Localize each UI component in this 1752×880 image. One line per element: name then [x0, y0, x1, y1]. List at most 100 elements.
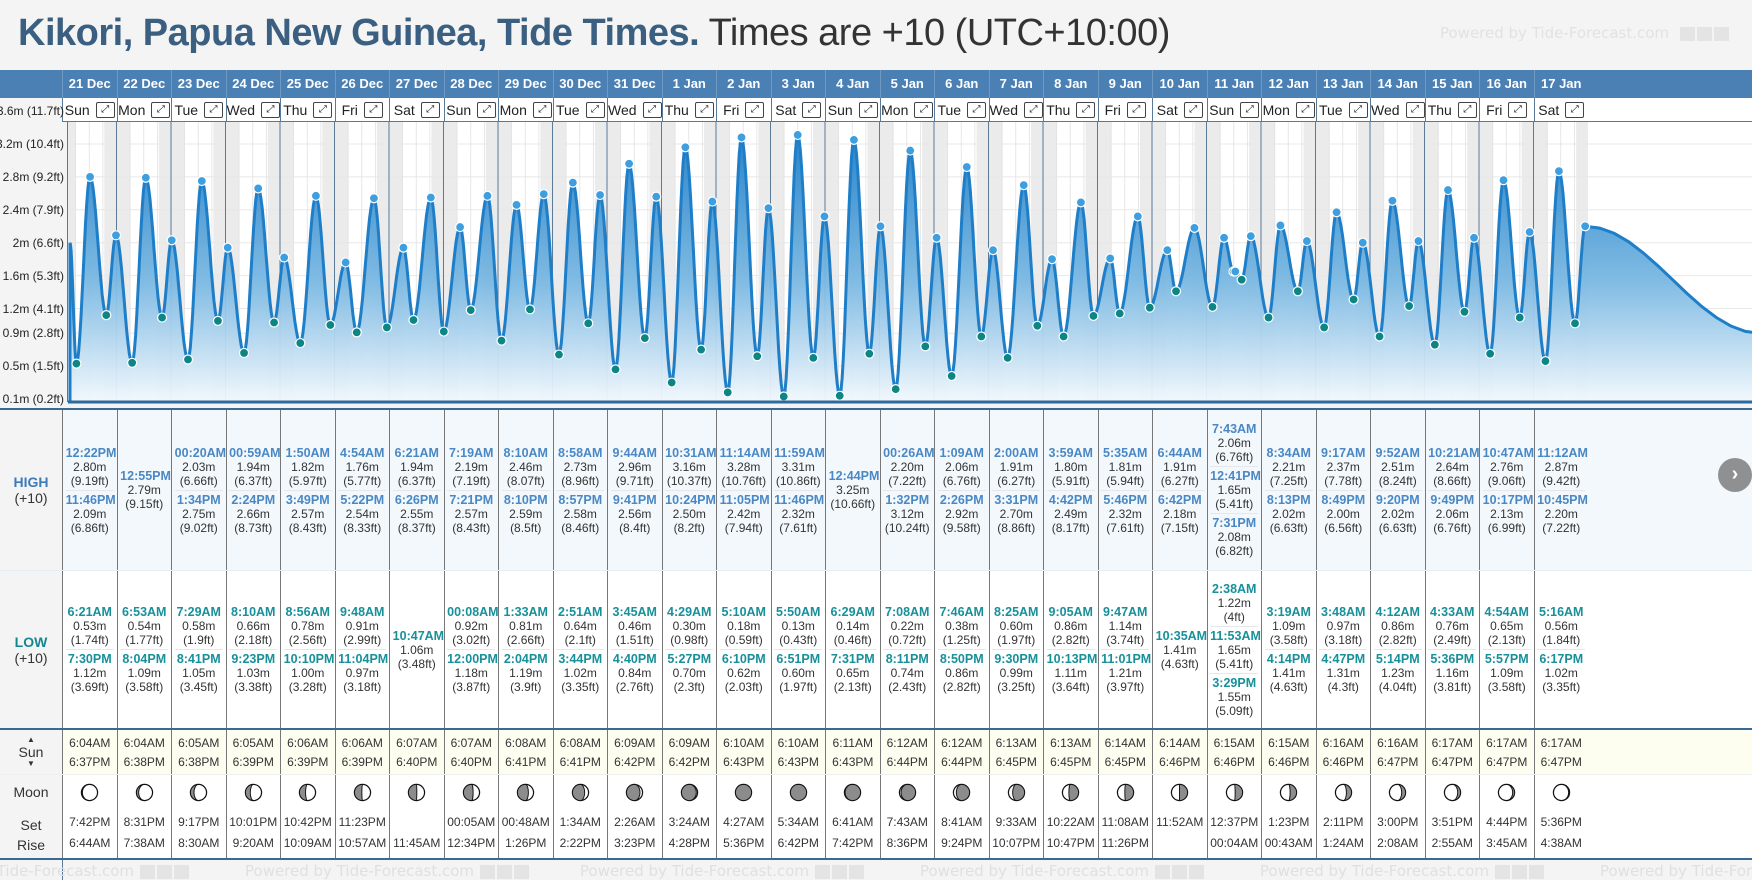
low-tide-point[interactable]	[1319, 322, 1330, 333]
expand-day-button[interactable]: ⤢	[204, 102, 224, 118]
high-tide-point[interactable]	[1524, 226, 1535, 238]
high-tide-point[interactable]	[987, 245, 999, 256]
low-tide-point[interactable]	[722, 387, 733, 398]
high-tide-point[interactable]	[1245, 231, 1256, 242]
high-tide-point[interactable]	[455, 221, 466, 233]
low-tide-point[interactable]	[295, 337, 306, 349]
high-tide-point[interactable]	[763, 203, 774, 214]
high-tide-point[interactable]	[931, 232, 942, 243]
low-tide-point[interactable]	[920, 341, 931, 352]
high-tide-point[interactable]	[398, 242, 409, 253]
expand-day-button[interactable]: ⤢	[151, 102, 171, 118]
high-tide-point[interactable]	[875, 221, 886, 232]
low-tide-point[interactable]	[610, 364, 621, 375]
high-tide-point[interactable]	[368, 193, 380, 204]
high-tide-point[interactable]	[961, 161, 972, 173]
expand-day-button[interactable]: ⤢	[745, 102, 765, 118]
low-tide-point[interactable]	[465, 305, 476, 316]
high-tide-point[interactable]	[511, 199, 522, 210]
low-tide-point[interactable]	[946, 370, 957, 382]
high-tide-point[interactable]	[166, 235, 177, 246]
expand-day-button[interactable]: ⤢	[802, 102, 822, 118]
expand-day-button[interactable]: ⤢	[694, 102, 714, 118]
low-tide-point[interactable]	[1114, 308, 1125, 319]
low-tide-point[interactable]	[808, 352, 819, 363]
high-tide-point[interactable]	[848, 134, 860, 145]
high-tide-point[interactable]	[340, 257, 351, 268]
high-tide-point[interactable]	[279, 252, 290, 263]
expand-day-button[interactable]: ⤢	[477, 102, 497, 118]
low-tide-point[interactable]	[1058, 331, 1069, 342]
expand-day-button[interactable]: ⤢	[532, 102, 552, 118]
expand-day-button[interactable]: ⤢	[1405, 102, 1425, 118]
high-tide-point[interactable]	[1075, 197, 1087, 208]
low-tide-point[interactable]	[666, 377, 677, 388]
high-tide-point[interactable]	[651, 191, 662, 202]
high-tide-point[interactable]	[140, 172, 151, 183]
high-tide-point[interactable]	[310, 190, 322, 201]
low-tide-point[interactable]	[1485, 348, 1496, 359]
low-tide-point[interactable]	[1236, 274, 1247, 285]
high-tide-point[interactable]	[1468, 232, 1480, 243]
low-tide-point[interactable]	[381, 322, 392, 333]
low-tide-point[interactable]	[1170, 286, 1182, 297]
high-tide-point[interactable]	[1189, 222, 1200, 234]
low-tide-point[interactable]	[976, 331, 987, 342]
high-tide-point[interactable]	[1580, 221, 1591, 232]
high-tide-point[interactable]	[1018, 180, 1029, 191]
high-tide-point[interactable]	[567, 177, 578, 188]
high-tide-point[interactable]	[624, 158, 635, 169]
low-tide-point[interactable]	[438, 326, 449, 337]
high-tide-point[interactable]	[1413, 235, 1424, 247]
low-tide-point[interactable]	[212, 315, 224, 326]
expand-day-button[interactable]: ⤢	[313, 102, 333, 118]
low-tide-point[interactable]	[834, 390, 845, 401]
low-tide-point[interactable]	[1144, 302, 1155, 313]
low-tide-point[interactable]	[583, 318, 594, 329]
low-tide-point[interactable]	[1207, 301, 1218, 312]
high-tide-point[interactable]	[110, 230, 122, 241]
expand-day-button[interactable]: ⤢	[1457, 102, 1477, 118]
high-tide-point[interactable]	[196, 175, 207, 187]
high-tide-point[interactable]	[482, 190, 493, 201]
high-tide-point[interactable]	[538, 189, 549, 200]
high-tide-point[interactable]	[1442, 184, 1454, 196]
high-tide-point[interactable]	[253, 183, 264, 194]
high-tide-point[interactable]	[1387, 195, 1398, 206]
expand-day-button[interactable]: ⤢	[1565, 102, 1585, 118]
expand-day-button[interactable]: ⤢	[261, 102, 280, 118]
expand-day-button[interactable]: ⤢	[967, 102, 987, 118]
low-tide-point[interactable]	[1540, 356, 1551, 367]
low-tide-point[interactable]	[408, 314, 419, 326]
low-tide-point[interactable]	[268, 317, 280, 328]
high-tide-point[interactable]	[594, 189, 606, 201]
expand-day-button[interactable]: ⤢	[1295, 102, 1315, 118]
expand-day-button[interactable]: ⤢	[1183, 102, 1203, 118]
low-tide-point[interactable]	[639, 333, 650, 344]
low-tide-point[interactable]	[351, 327, 362, 338]
low-tide-point[interactable]	[1263, 312, 1274, 323]
low-tide-point[interactable]	[101, 309, 112, 321]
low-tide-point[interactable]	[752, 351, 763, 362]
low-tide-point[interactable]	[1002, 352, 1013, 363]
expand-day-button[interactable]: ⤢	[363, 102, 383, 118]
high-tide-point[interactable]	[1331, 207, 1342, 218]
low-tide-point[interactable]	[1569, 318, 1581, 329]
high-tide-point[interactable]	[1498, 175, 1509, 186]
low-tide-point[interactable]	[1374, 331, 1385, 342]
low-tide-point[interactable]	[1088, 310, 1099, 322]
expand-day-button[interactable]: ⤢	[585, 102, 605, 118]
high-tide-point[interactable]	[905, 145, 916, 156]
low-tide-point[interactable]	[496, 335, 507, 346]
expand-day-button[interactable]: ⤢	[420, 102, 440, 118]
expand-day-button[interactable]: ⤢	[1076, 102, 1096, 118]
low-tide-point[interactable]	[696, 344, 707, 355]
high-tide-point[interactable]	[1162, 245, 1173, 256]
low-tide-point[interactable]	[890, 384, 901, 395]
low-tide-point[interactable]	[182, 354, 194, 365]
high-tide-point[interactable]	[1301, 235, 1313, 247]
low-tide-point[interactable]	[325, 319, 336, 331]
high-tide-point[interactable]	[680, 142, 691, 153]
low-tide-point[interactable]	[1032, 320, 1043, 331]
high-tide-point[interactable]	[819, 211, 830, 222]
